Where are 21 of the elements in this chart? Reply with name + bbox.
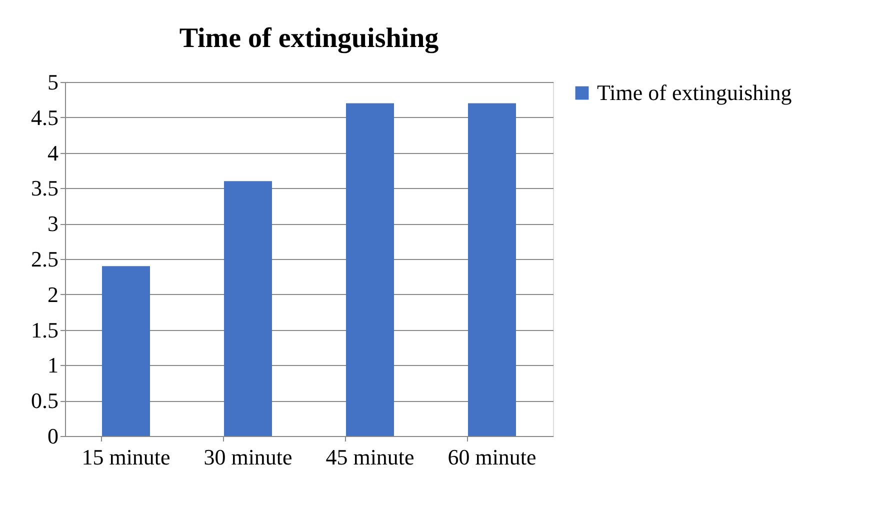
legend-label: Time of extinguishing: [597, 80, 792, 105]
x-tick-label: 15 minute: [82, 444, 170, 470]
y-tick-label: 3.5: [31, 176, 58, 201]
bar: [224, 181, 272, 436]
y-tick-label: 4.5: [31, 104, 58, 130]
y-tick-label: 0: [48, 424, 58, 448]
chart-title: Time of extinguishing: [179, 23, 439, 54]
bar: [102, 266, 150, 436]
y-tick-label: 1.5: [31, 317, 58, 342]
y-tick-label: 0.5: [31, 388, 58, 414]
y-tick-label: 2.5: [31, 246, 58, 272]
y-tick-label: 5: [48, 70, 58, 94]
x-tick-label: 45 minute: [326, 444, 414, 470]
y-tick-label: 2: [48, 282, 58, 307]
y-tick-label: 1: [48, 352, 58, 378]
x-tick-label: 60 minute: [448, 444, 536, 470]
x-tick-label: 30 minute: [204, 444, 292, 470]
y-tick-label: 4: [48, 140, 58, 166]
y-tick-label: 3: [48, 211, 58, 236]
bar: [468, 103, 516, 436]
bar: [346, 103, 394, 436]
